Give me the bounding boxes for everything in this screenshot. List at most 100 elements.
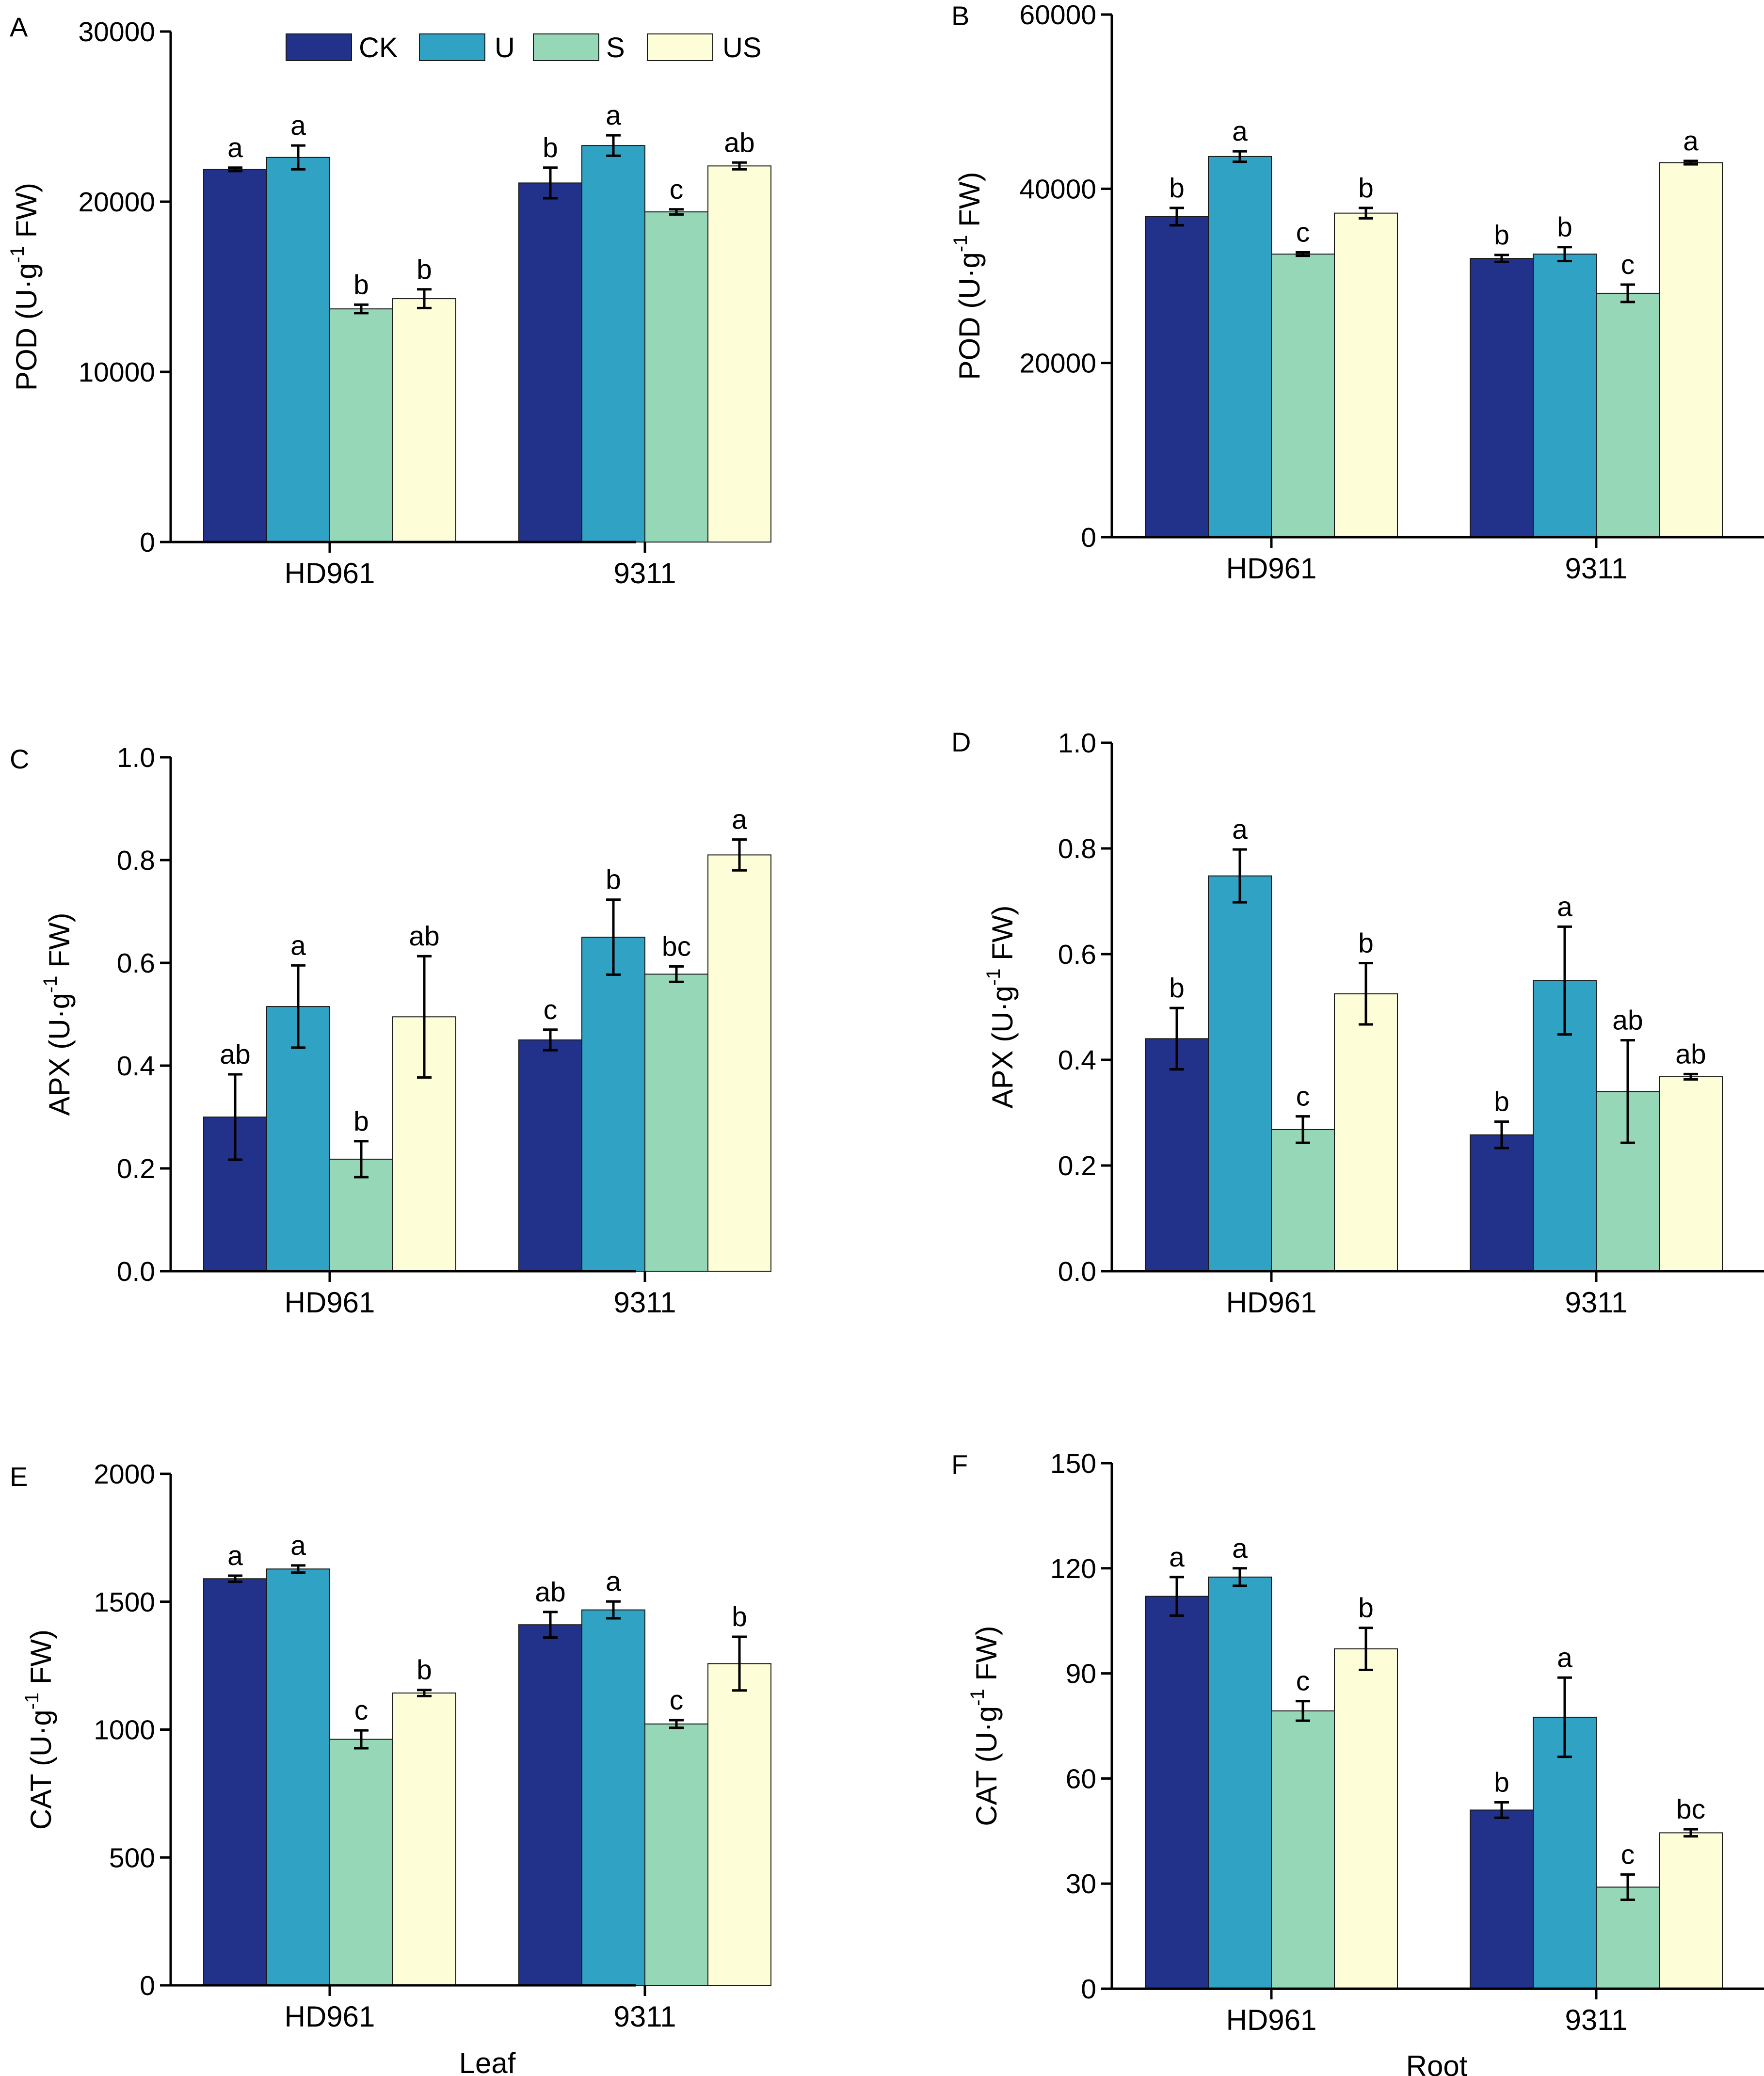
bar xyxy=(203,169,267,543)
bar xyxy=(644,211,708,543)
significance-label: a xyxy=(290,1530,306,1561)
y-tick-label: 0 xyxy=(140,527,155,558)
significance-label: a xyxy=(732,804,747,835)
significance-label: ab xyxy=(724,127,754,158)
y-axis-label-tail: FW) xyxy=(43,913,76,976)
x-tick-label: HD961 xyxy=(1226,2004,1317,2036)
bar xyxy=(518,1039,582,1272)
legend-swatch xyxy=(419,33,485,61)
y-tick-label: 0.6 xyxy=(117,948,155,979)
significance-label: a xyxy=(227,1540,243,1571)
bar xyxy=(329,1739,393,1986)
y-axis-label: CAT (U·g-1 FW) xyxy=(967,1626,1003,1826)
bar xyxy=(1334,212,1398,538)
y-tick-label: 40000 xyxy=(1019,174,1096,205)
y-tick-label: 0.6 xyxy=(1058,939,1096,970)
significance-label: b xyxy=(1557,212,1572,243)
bar xyxy=(707,854,771,1272)
y-axis-label-main: APX (U·g xyxy=(986,986,1019,1108)
y-axis-label-main: APX (U·g xyxy=(43,993,76,1116)
significance-label: b xyxy=(353,1106,369,1137)
x-axis-label-root: Root xyxy=(1406,2050,1468,2076)
significance-label: c xyxy=(670,1685,684,1716)
y-tick-label: 20000 xyxy=(78,187,155,218)
significance-label: b xyxy=(1169,173,1185,204)
bar xyxy=(1596,1886,1660,1990)
panel-letter: B xyxy=(951,0,969,31)
significance-label: a xyxy=(606,1566,621,1597)
significance-label: c xyxy=(670,174,684,205)
y-axis-label: CAT (U·g-1 FW) xyxy=(21,1629,57,1830)
bar xyxy=(1470,1134,1534,1272)
y-tick-label: 0.8 xyxy=(117,845,155,876)
significance-label: c xyxy=(1621,249,1635,280)
y-axis-label-tail: FW) xyxy=(953,172,986,235)
bar xyxy=(707,165,771,543)
bar xyxy=(1145,1038,1209,1272)
x-tick-label: HD961 xyxy=(285,2000,375,2033)
chart-panel-b: Bb b a b c c b a 0 20000 40000 60000 HD961 9311 POD (U… xyxy=(950,0,1764,585)
significance-label: a xyxy=(606,100,621,131)
significance-label: c xyxy=(1296,217,1310,248)
panel-letter: D xyxy=(951,727,971,757)
significance-label: a xyxy=(227,132,243,163)
y-tick-label: 0 xyxy=(1081,1974,1096,2005)
bar xyxy=(1208,875,1272,1272)
legend-label: S xyxy=(606,32,625,64)
y-tick-label: 30000 xyxy=(78,16,155,48)
x-tick-label: HD961 xyxy=(1226,1286,1317,1319)
significance-label: b xyxy=(1358,928,1374,959)
bar xyxy=(1470,1809,1534,1989)
significance-label: b xyxy=(732,1601,747,1632)
bar xyxy=(518,182,582,543)
bar xyxy=(392,298,456,543)
y-tick-label: 0.2 xyxy=(117,1153,155,1184)
bar xyxy=(1271,1710,1335,1989)
significance-label: c xyxy=(544,994,558,1025)
bar xyxy=(1533,254,1597,538)
bar xyxy=(644,1723,708,1986)
y-tick-label: 60000 xyxy=(1019,0,1096,31)
y-tick-label: 90 xyxy=(1066,1659,1096,1690)
x-tick-label: 9311 xyxy=(1565,2004,1627,2036)
y-tick-label: 150 xyxy=(1050,1448,1096,1479)
panel-letter: C xyxy=(10,744,29,774)
significance-label: a xyxy=(1557,1642,1572,1673)
y-tick-label: 0.8 xyxy=(1058,833,1096,864)
significance-label: a xyxy=(1683,126,1699,157)
significance-label: a xyxy=(1232,814,1248,845)
y-tick-label: 0.0 xyxy=(1058,1256,1096,1287)
y-axis-label-main: CAT (U·g xyxy=(25,1709,57,1830)
y-tick-label: 10000 xyxy=(78,357,155,388)
significance-label: b xyxy=(1169,973,1185,1004)
y-axis-label-tail: FW) xyxy=(25,1629,57,1693)
y-tick-label: 0 xyxy=(140,1970,155,2001)
y-axis-label-main: POD (U·g xyxy=(953,252,986,380)
significance-label: ab xyxy=(535,1577,565,1608)
y-tick-label: 0.4 xyxy=(1058,1045,1096,1076)
significance-label: b xyxy=(1358,173,1374,204)
bar xyxy=(266,1568,330,1986)
significance-label: b xyxy=(353,269,369,300)
x-axis-label-leaf: Leaf xyxy=(459,2047,516,2076)
bar xyxy=(329,308,393,543)
y-axis-label-sup: -1 xyxy=(983,968,1004,986)
bar xyxy=(203,1578,267,1986)
y-axis-label: POD (U·g-1 FW) xyxy=(950,172,986,380)
significance-label: c xyxy=(354,1695,369,1726)
significance-label: ab xyxy=(1612,1005,1643,1036)
y-tick-label: 500 xyxy=(109,1842,155,1873)
significance-label: c xyxy=(1296,1081,1310,1112)
x-tick-label: 9311 xyxy=(613,2000,676,2033)
bar xyxy=(1271,1129,1335,1272)
bar xyxy=(1334,993,1398,1272)
significance-label: c xyxy=(1621,1839,1635,1870)
bar xyxy=(518,1624,582,1986)
panel-letter: A xyxy=(10,12,28,42)
chart-panel-d: Db b a a c ab b ab 0.0 0.2 0.4 0.6 0.8 1.0 HD961 9311 AP… xyxy=(951,727,1764,1319)
y-tick-label: 1.0 xyxy=(117,742,155,773)
y-tick-label: 30 xyxy=(1066,1868,1096,1900)
bar xyxy=(1145,216,1209,538)
